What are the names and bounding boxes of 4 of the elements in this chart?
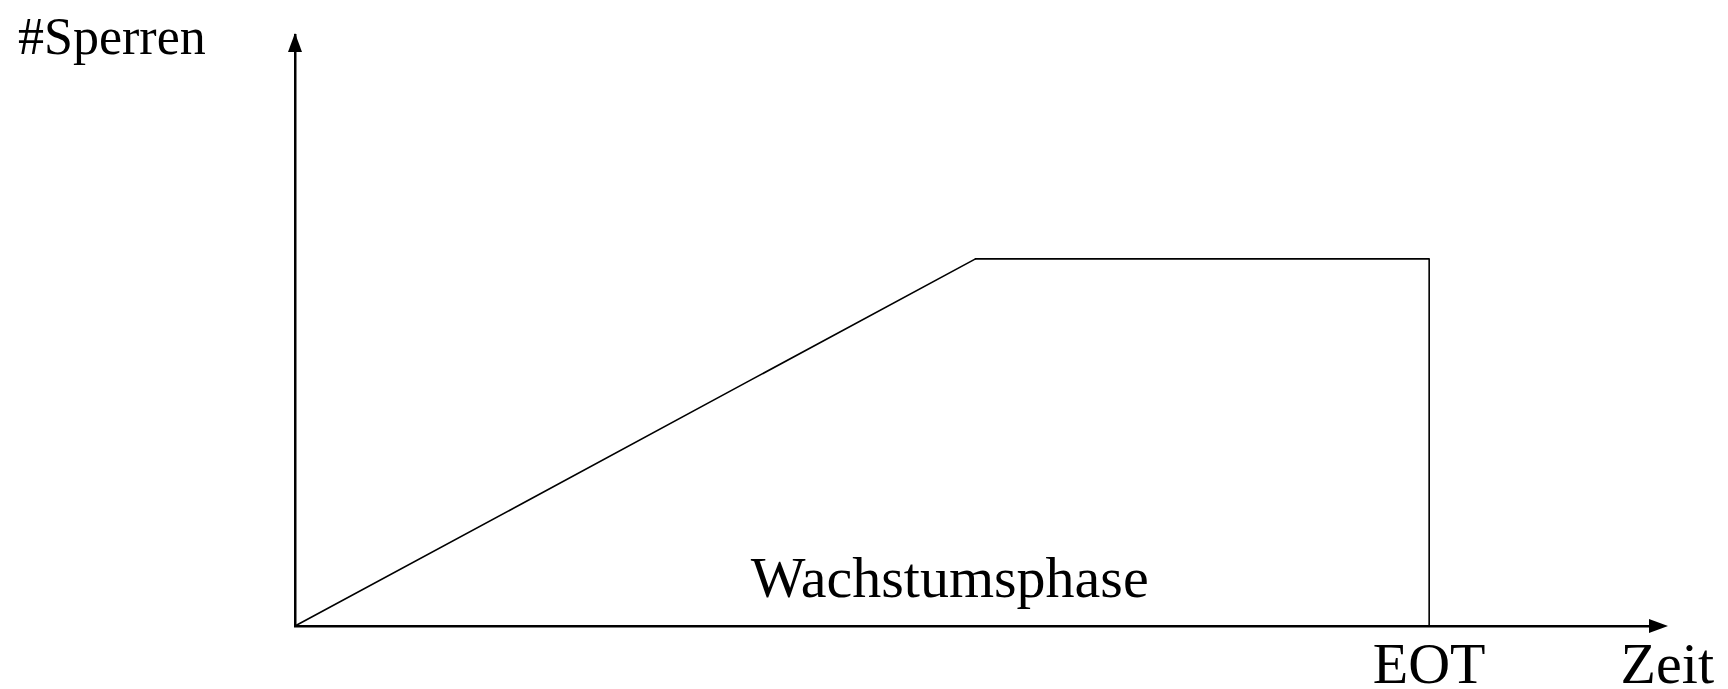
y-axis-title: #Sperren [18, 8, 206, 65]
x-axis-title: Zeit [1620, 631, 1714, 689]
annotation: Wachstumsphase [750, 545, 1149, 611]
text: EOT [1372, 631, 1486, 689]
